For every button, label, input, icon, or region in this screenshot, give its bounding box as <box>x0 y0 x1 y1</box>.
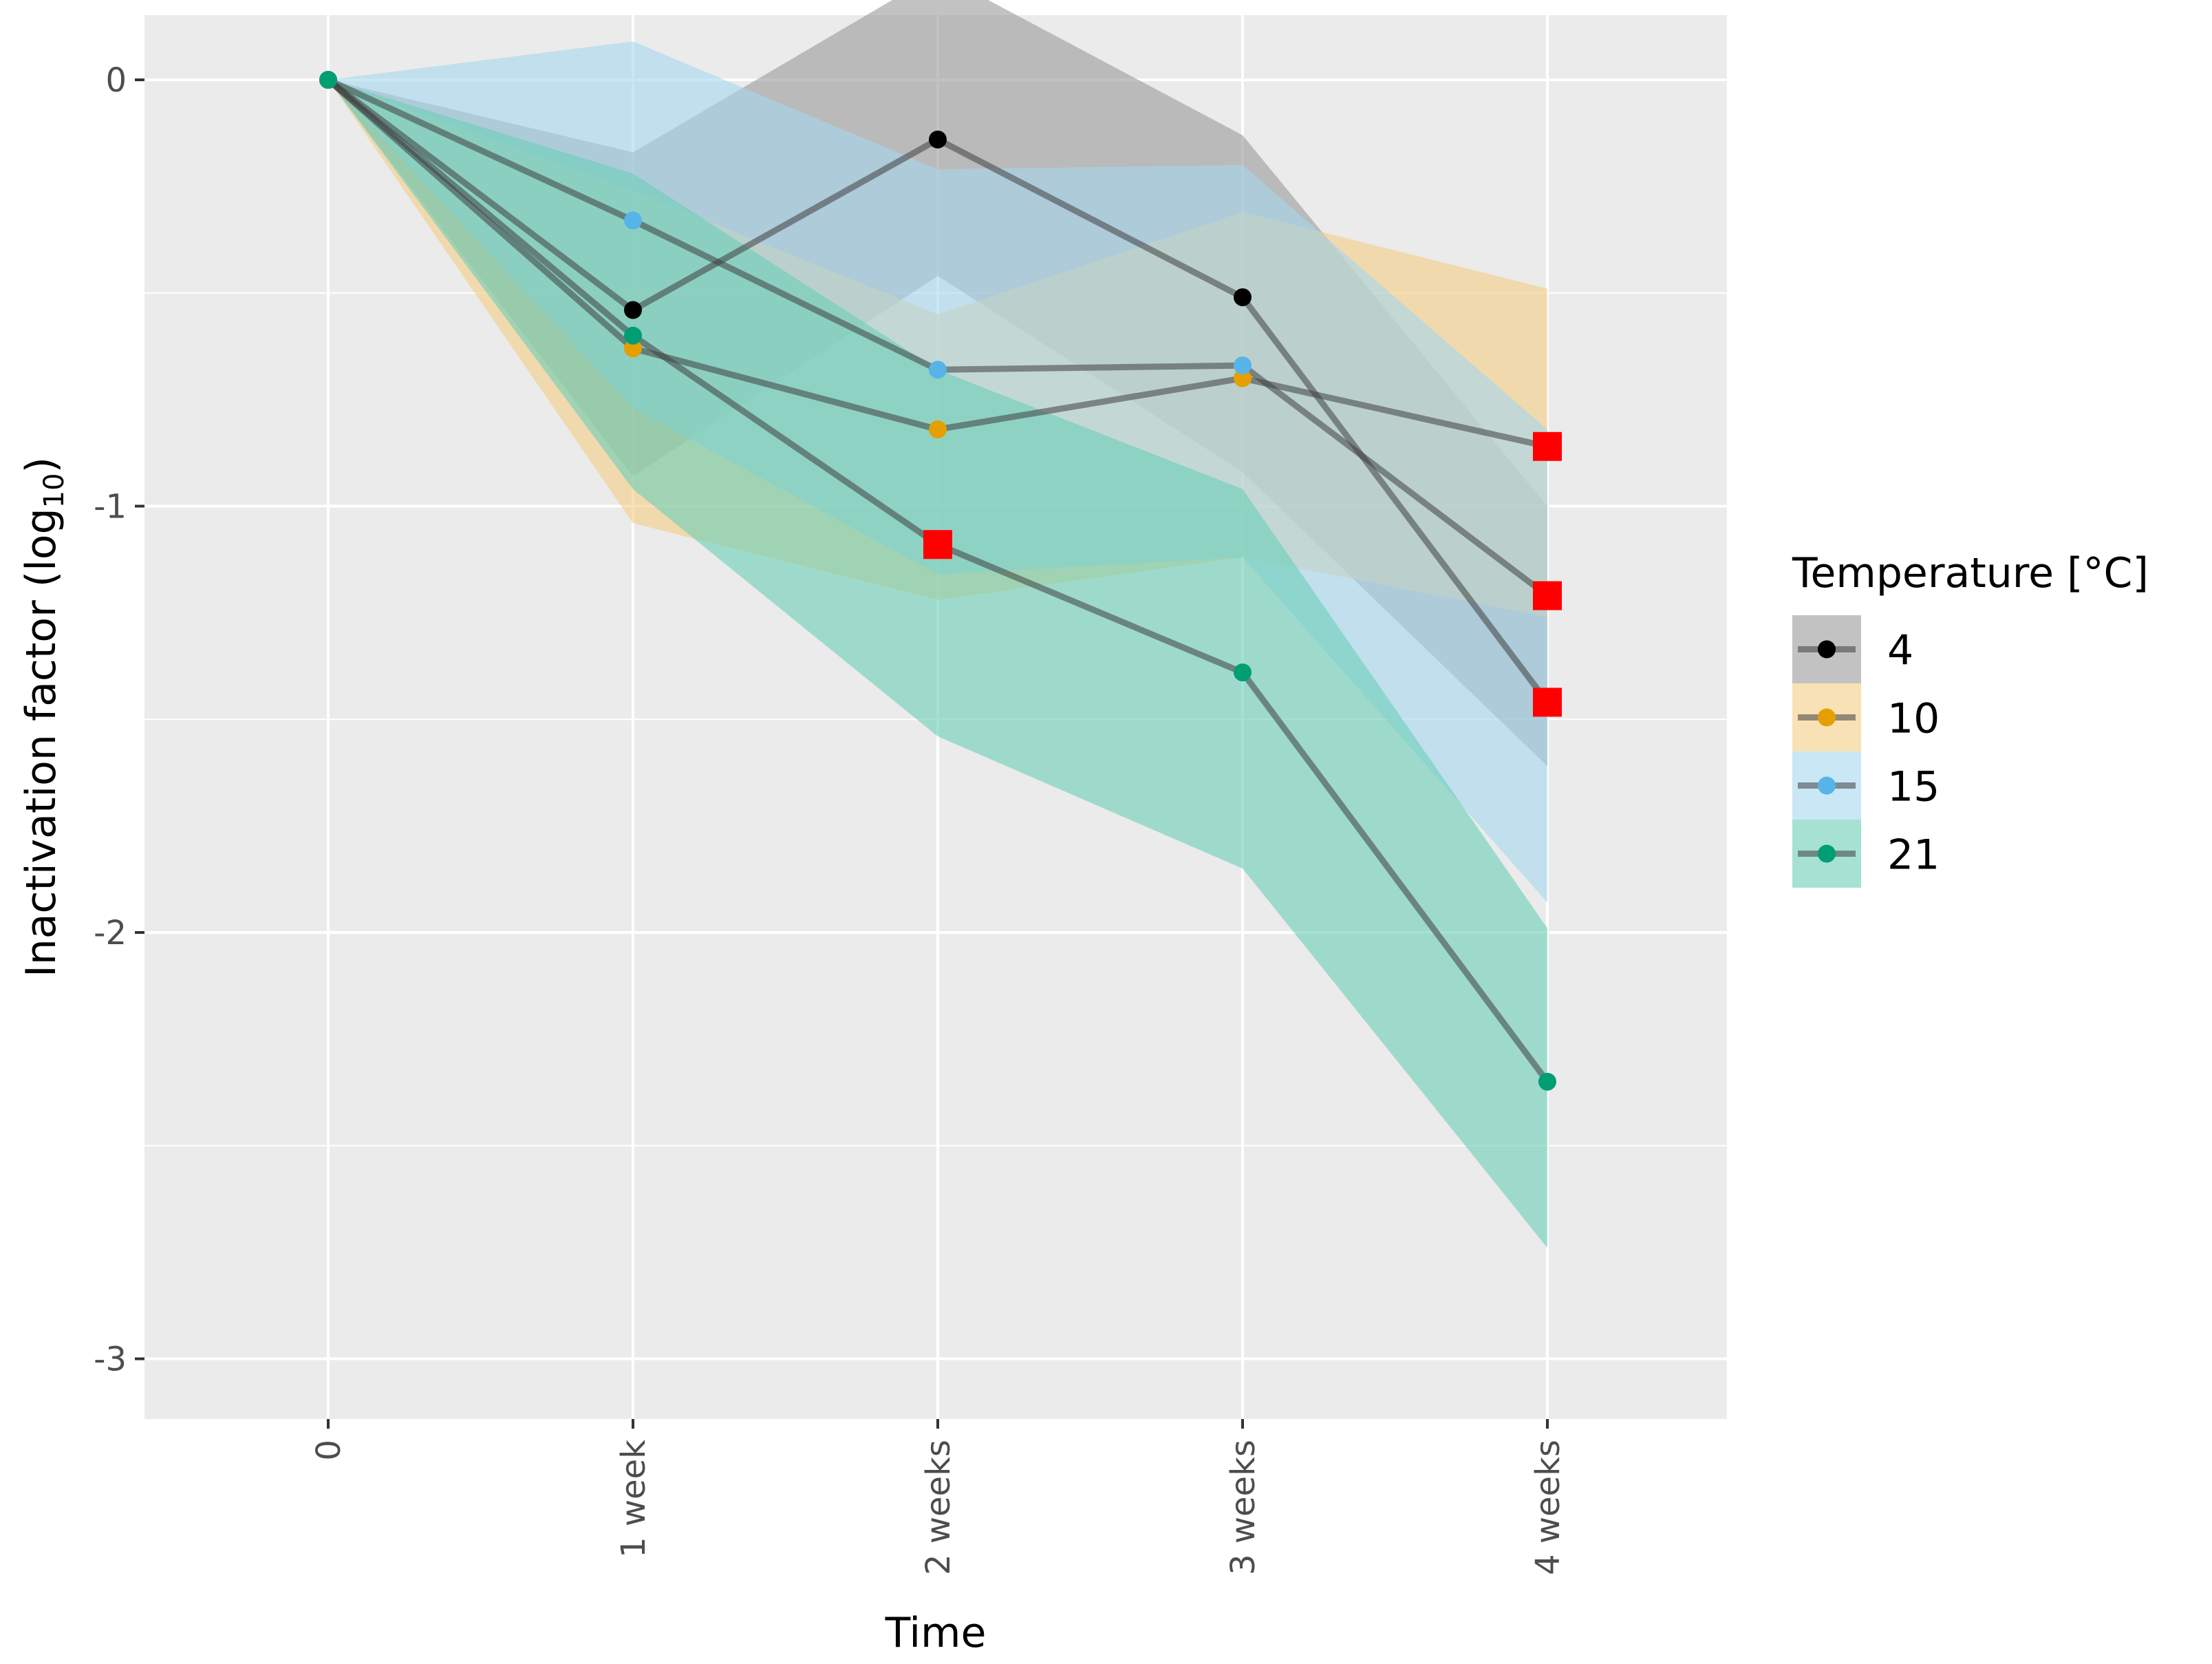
y-axis-title-close: ) <box>17 457 65 473</box>
legend-label-10: 10 <box>1887 695 1940 743</box>
y-axis-title-main: Inactivation factor (log <box>17 508 65 977</box>
y-axis-title-subscript: 10 <box>39 473 70 508</box>
data-point-15 <box>929 361 947 379</box>
data-point-10 <box>624 339 642 358</box>
data-point-4 <box>1234 288 1252 306</box>
data-point-4 <box>624 301 642 319</box>
data-point-10 <box>1234 369 1252 387</box>
y-axis-title: Inactivation factor (log10) <box>17 457 70 977</box>
data-point-21 <box>319 71 337 89</box>
flagged-point-21 <box>923 530 952 559</box>
x-tick-label: 0 <box>310 1440 348 1461</box>
legend-key-point-10 <box>1818 708 1836 727</box>
data-point-15 <box>624 211 642 230</box>
data-point-21 <box>1234 663 1252 682</box>
legend-key-point-21 <box>1818 844 1836 863</box>
flagged-point-15 <box>1533 581 1562 610</box>
x-axis: 0 1 week 2 weeks 3 weeks 4 weeks <box>310 1419 1567 1575</box>
y-tick-label: -2 <box>94 914 127 952</box>
legend-key-point-4 <box>1818 640 1836 659</box>
x-axis-title: Time <box>885 1609 987 1657</box>
x-tick-label: 4 weeks <box>1529 1440 1567 1575</box>
y-axis: 0 -1 -2 -3 <box>94 61 144 1379</box>
flagged-point-4 <box>1533 687 1562 717</box>
x-tick-label: 1 week <box>614 1440 653 1558</box>
legend-title: Temperature [°C] <box>1792 549 2149 597</box>
y-tick-label: -3 <box>94 1341 127 1379</box>
legend: Temperature [°C] 4 10 15 21 <box>1792 549 2149 888</box>
y-tick-label: 0 <box>105 61 127 100</box>
legend-key-point-15 <box>1818 776 1836 795</box>
data-point-4 <box>929 130 947 149</box>
legend-label-15: 15 <box>1887 763 1940 811</box>
data-point-21 <box>1538 1072 1556 1091</box>
ribbon-21 <box>328 80 1547 1248</box>
flagged-markers <box>923 431 1562 717</box>
data-point-21 <box>624 326 642 345</box>
legend-label-21: 21 <box>1887 831 1940 879</box>
series-points <box>319 71 1556 1091</box>
x-tick-label: 2 weeks <box>919 1440 958 1575</box>
data-point-15 <box>1234 356 1252 375</box>
y-tick-label: -1 <box>94 488 127 526</box>
legend-label-4: 4 <box>1887 627 1913 675</box>
x-tick-label: 3 weeks <box>1224 1440 1263 1575</box>
flagged-point-10 <box>1533 431 1562 461</box>
data-point-10 <box>929 420 947 438</box>
